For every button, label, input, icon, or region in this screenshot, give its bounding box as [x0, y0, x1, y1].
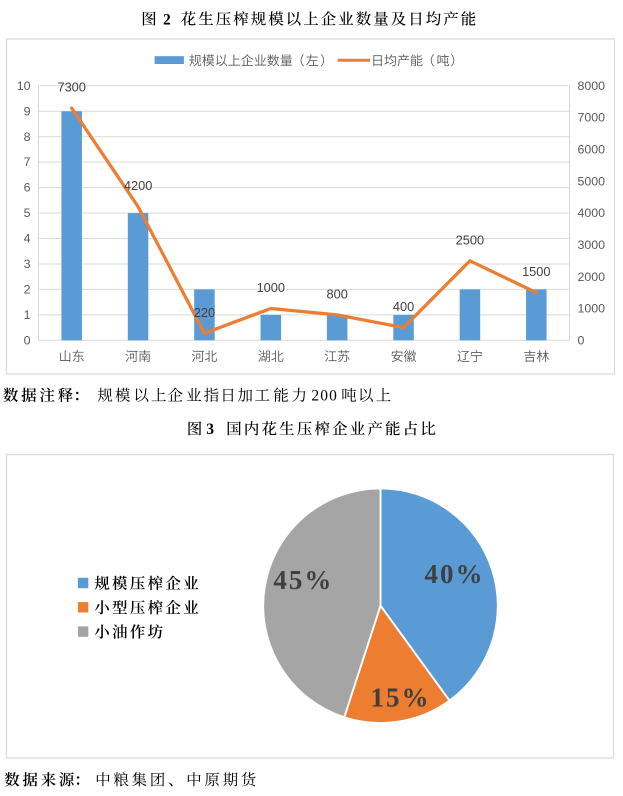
svg-text:220: 220: [194, 305, 215, 320]
svg-text:40%: 40%: [425, 559, 485, 589]
svg-text:2: 2: [163, 11, 171, 28]
svg-text:7: 7: [24, 155, 31, 169]
svg-text:45%: 45%: [273, 565, 333, 595]
svg-text:8: 8: [24, 130, 31, 144]
svg-text:7300: 7300: [57, 80, 85, 95]
svg-text:1: 1: [24, 308, 31, 322]
svg-text:3: 3: [24, 257, 31, 271]
svg-text:0: 0: [578, 333, 585, 347]
svg-text:2000: 2000: [578, 270, 606, 284]
svg-text:3000: 3000: [578, 238, 606, 252]
svg-text:6: 6: [24, 181, 31, 195]
svg-text:15%: 15%: [371, 682, 431, 712]
svg-text:0: 0: [24, 333, 31, 347]
svg-text:7000: 7000: [578, 111, 606, 125]
svg-text:8000: 8000: [578, 79, 606, 93]
svg-text:800: 800: [327, 286, 348, 301]
svg-text:5000: 5000: [578, 174, 606, 188]
svg-text:1000: 1000: [578, 302, 606, 316]
svg-text:1000: 1000: [257, 280, 285, 295]
svg-text:2500: 2500: [456, 232, 484, 247]
svg-text:9: 9: [24, 104, 31, 118]
svg-text:4200: 4200: [124, 178, 152, 193]
svg-text:4: 4: [24, 232, 31, 246]
svg-text:5: 5: [24, 206, 31, 220]
svg-text:2: 2: [24, 283, 31, 297]
svg-text:6000: 6000: [578, 143, 606, 157]
svg-text:3: 3: [206, 421, 214, 438]
svg-text:1500: 1500: [522, 264, 550, 279]
svg-text:400: 400: [393, 299, 414, 314]
svg-text:200: 200: [311, 388, 338, 405]
svg-text:4000: 4000: [578, 206, 606, 220]
svg-text:10: 10: [17, 79, 31, 93]
